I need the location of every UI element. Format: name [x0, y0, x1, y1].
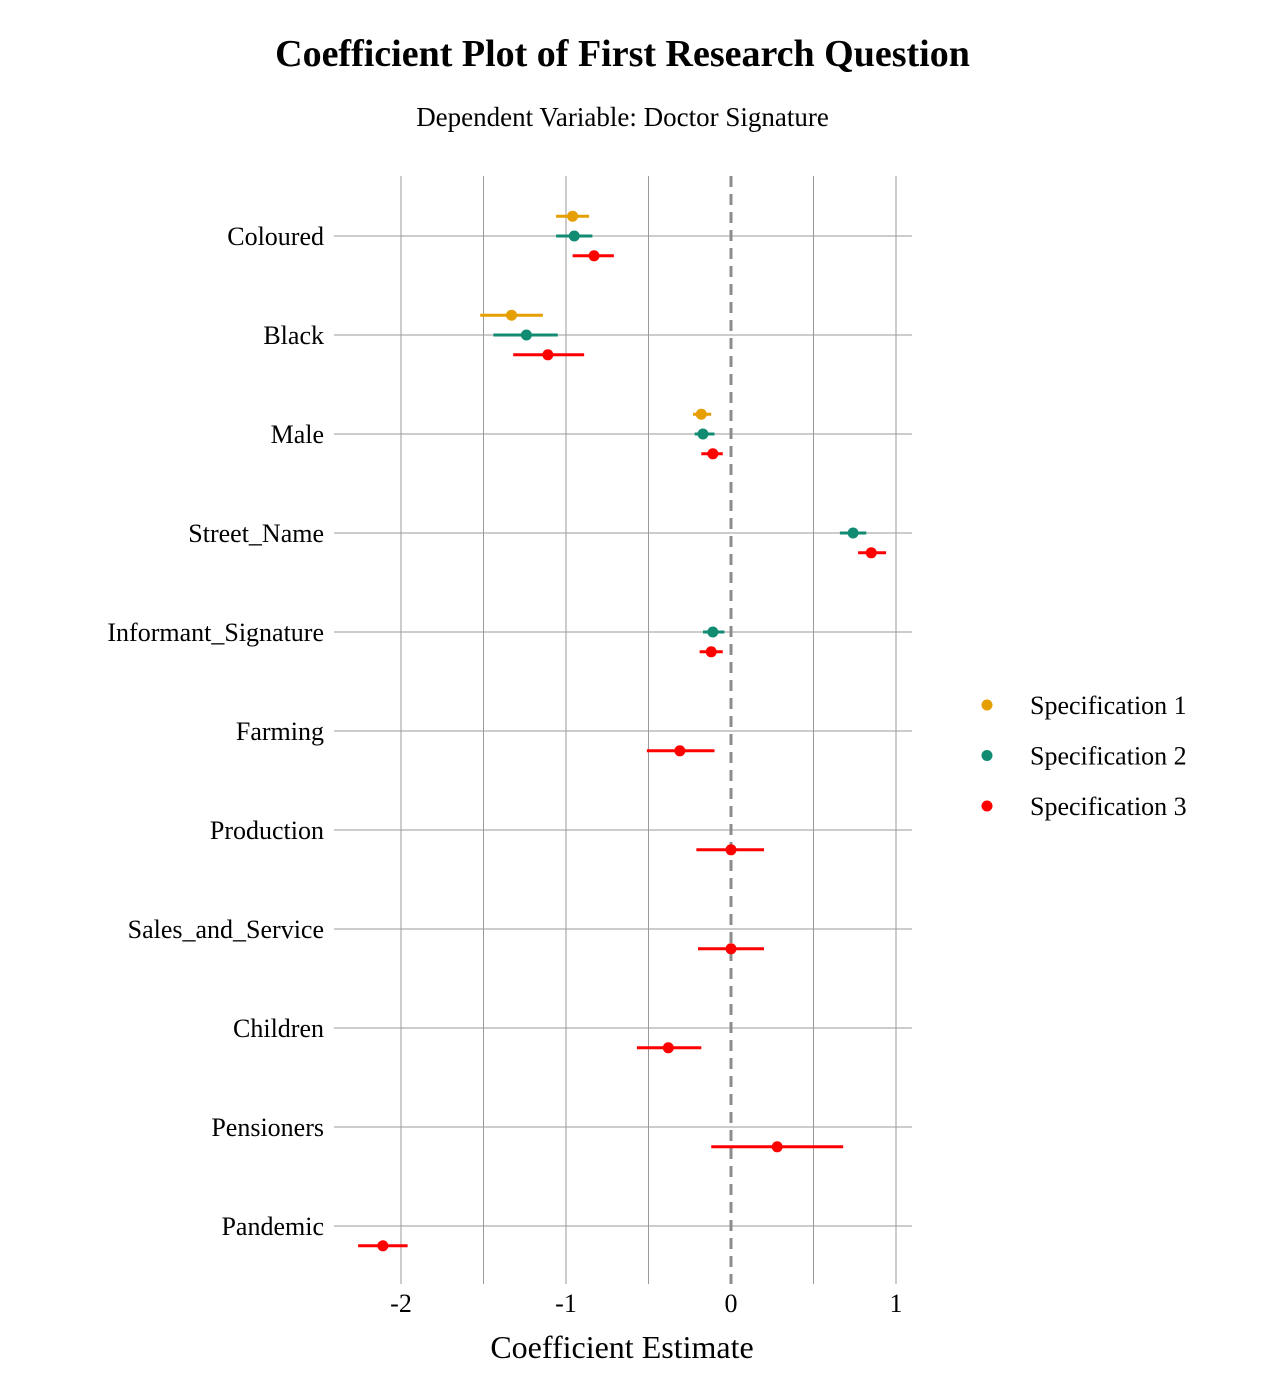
estimate-point-spec3-Pensioners	[771, 1141, 783, 1153]
estimate-point-spec3-Male	[707, 448, 719, 460]
estimate-point-spec3-Black	[542, 349, 554, 361]
chart-subtitle: Dependent Variable: Doctor Signature	[416, 102, 829, 132]
legend-label-spec3: Specification 3	[1030, 792, 1187, 821]
estimate-point-spec1-Black	[506, 309, 518, 321]
estimate-point-spec3-Farming	[674, 745, 686, 757]
estimate-point-spec3-Sales_and_Service	[725, 943, 737, 955]
estimate-point-spec2-Coloured	[568, 230, 580, 242]
marks-layer	[358, 210, 887, 1252]
grid-layer	[334, 176, 912, 1284]
estimate-point-spec2-Informant_Signature	[707, 626, 719, 638]
y-tick-label: Pandemic	[221, 1212, 324, 1241]
x-tick-label: -1	[555, 1289, 577, 1318]
legend: Specification 1 Specification 2 Specificat…	[981, 691, 1187, 821]
y-tick-labels: Coloured Black Male Street_Name Informant_Si…	[107, 222, 324, 1241]
estimate-point-spec2-Male	[697, 428, 709, 440]
estimate-point-spec3-Pandemic	[377, 1240, 389, 1252]
legend-label-spec1: Specification 1	[1030, 691, 1187, 720]
estimate-point-spec2-Street_Name	[847, 527, 859, 539]
y-tick-label: Informant_Signature	[107, 618, 324, 647]
legend-label-spec2: Specification 2	[1030, 742, 1187, 771]
y-tick-label: Black	[263, 321, 324, 350]
legend-key-spec2	[981, 750, 993, 761]
x-tick-labels: -2 -1 0 1	[390, 1289, 902, 1318]
y-tick-label: Male	[271, 420, 324, 449]
y-tick-label: Coloured	[227, 222, 324, 251]
y-tick-label: Children	[233, 1014, 324, 1043]
estimate-point-spec1-Male	[695, 408, 707, 420]
y-tick-label: Farming	[236, 717, 324, 746]
y-tick-label: Production	[210, 816, 324, 845]
estimate-point-spec3-Production	[725, 844, 737, 856]
x-axis-title: Coefficient Estimate	[490, 1329, 753, 1365]
x-tick-label: 0	[725, 1289, 738, 1318]
legend-key-spec1	[981, 699, 993, 711]
estimate-point-spec3-Coloured	[588, 250, 600, 262]
x-tick-label: -2	[390, 1289, 412, 1318]
estimate-point-spec2-Black	[520, 329, 532, 341]
chart-title: Coefficient Plot of First Research Quest…	[275, 33, 970, 75]
y-tick-label: Sales_and_Service	[128, 915, 324, 944]
y-tick-label: Street_Name	[188, 519, 324, 548]
x-tick-label: 1	[890, 1289, 903, 1318]
estimate-point-spec3-Street_Name	[865, 547, 877, 559]
y-tick-label: Pensioners	[211, 1113, 324, 1142]
estimate-point-spec3-Children	[662, 1042, 674, 1054]
legend-key-spec3	[981, 800, 993, 812]
estimate-point-spec3-Informant_Signature	[705, 646, 717, 658]
estimate-point-spec1-Coloured	[567, 210, 579, 222]
